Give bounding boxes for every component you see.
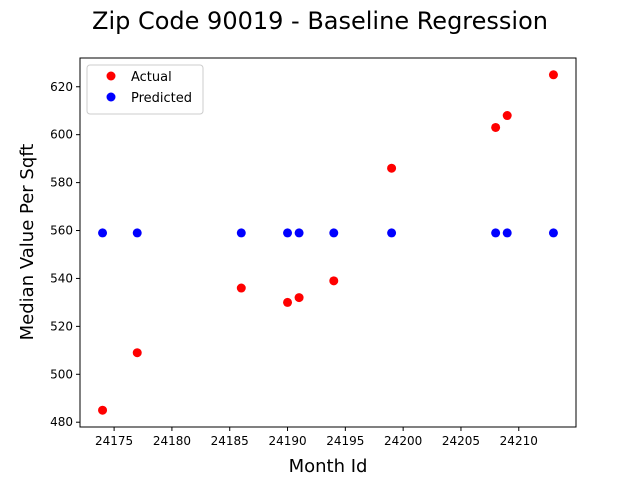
y-tick-label: 480 — [50, 415, 73, 429]
y-tick-label: 500 — [50, 367, 73, 381]
y-tick-label: 600 — [50, 128, 73, 142]
y-tick-label: 520 — [50, 319, 73, 333]
data-point-actual — [236, 283, 246, 293]
data-point-predicted — [236, 228, 246, 238]
data-point-predicted — [132, 228, 142, 238]
data-point-actual — [132, 348, 142, 358]
data-point-actual — [98, 405, 108, 415]
x-tick-label: 24205 — [442, 434, 480, 448]
x-tick-label: 24175 — [95, 434, 133, 448]
data-point-predicted — [283, 228, 293, 238]
data-point-actual — [387, 163, 397, 173]
y-tick-label: 580 — [50, 176, 73, 190]
data-point-actual — [491, 122, 501, 132]
legend-label-predicted: Predicted — [131, 91, 192, 106]
x-tick-label: 24200 — [384, 434, 422, 448]
data-point-actual — [502, 111, 512, 121]
x-axis-label: Month Id — [289, 456, 368, 477]
legend-label-actual: Actual — [131, 70, 172, 85]
legend: Actual Predicted — [86, 64, 204, 115]
legend-marker-predicted — [106, 92, 116, 102]
x-axis-ticks: 24175 24180 24185 24190 24195 24200 24205 24210 — [95, 427, 538, 448]
data-point-actual — [294, 293, 304, 303]
y-axis-ticks: 480 500 520 540 560 580 600 620 — [50, 80, 80, 429]
axes-frame — [79, 57, 577, 428]
y-tick-label: 540 — [50, 271, 73, 285]
data-point-predicted — [329, 228, 339, 238]
plot-area: 24175 24180 24185 24190 24195 24200 24205 24210… — [50, 57, 577, 448]
data-point-predicted — [548, 228, 558, 238]
x-tick-label: 24185 — [211, 434, 249, 448]
data-points — [98, 70, 558, 415]
data-point-actual — [548, 70, 558, 80]
y-tick-label: 560 — [50, 224, 73, 238]
y-tick-label: 620 — [50, 80, 73, 94]
legend-marker-actual — [106, 71, 116, 81]
data-point-actual — [329, 276, 339, 286]
data-point-predicted — [387, 228, 397, 238]
x-tick-label: 24180 — [153, 434, 191, 448]
x-tick-label: 24195 — [326, 434, 364, 448]
chart-title: Zip Code 90019 - Baseline Regression — [92, 7, 548, 35]
data-point-predicted — [502, 228, 512, 238]
data-point-predicted — [294, 228, 304, 238]
data-point-actual — [283, 297, 293, 307]
y-axis-label: Median Value Per Sqft — [17, 144, 38, 341]
x-tick-label: 24210 — [500, 434, 538, 448]
x-tick-label: 24190 — [268, 434, 306, 448]
legend-box — [86, 64, 204, 115]
data-point-predicted — [98, 228, 108, 238]
data-point-predicted — [491, 228, 501, 238]
